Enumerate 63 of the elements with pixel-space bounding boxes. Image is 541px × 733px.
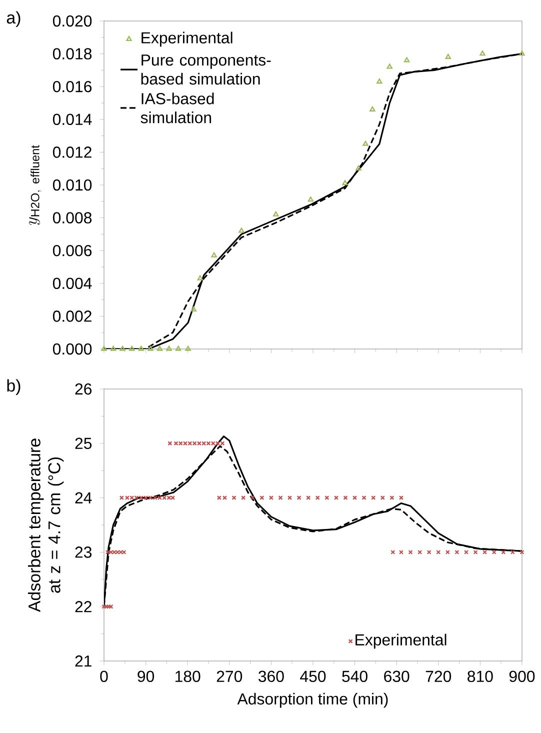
y-tick-label: 0.006 <box>52 244 92 256</box>
y-tick-label: 0.012 <box>52 146 92 158</box>
y-tick-label: 0.000 <box>52 343 92 355</box>
point <box>175 346 182 351</box>
point <box>238 228 244 233</box>
point <box>370 106 376 112</box>
point <box>148 346 154 351</box>
point <box>120 346 126 351</box>
x-tick-label: 630 <box>384 670 410 682</box>
point <box>308 196 314 202</box>
point <box>519 50 525 56</box>
point <box>185 346 191 351</box>
point <box>211 252 217 258</box>
x-tick-label: 810 <box>468 670 493 682</box>
point <box>342 180 348 186</box>
point <box>166 346 172 351</box>
x-tick-label: 90 <box>138 670 154 682</box>
y-tick-label: 0.018 <box>52 48 92 60</box>
point <box>129 346 135 351</box>
y-tick-label: 22 <box>75 601 92 612</box>
point <box>404 57 410 62</box>
y-tick-label: 0.020 <box>52 15 92 27</box>
legend-label: IAS-based simulation <box>140 92 214 124</box>
x-tick-label: 360 <box>258 670 284 682</box>
point <box>362 140 368 146</box>
y-tick-label: 0.002 <box>52 310 92 322</box>
point <box>272 211 279 216</box>
y-tick-label: 25 <box>75 438 92 450</box>
legend-label: Experimental <box>142 32 232 47</box>
x-tick-label: 180 <box>176 670 200 682</box>
y-tick-label: 26 <box>75 383 92 395</box>
y-tick-label: 23 <box>75 546 92 558</box>
y-tick-label: 24 <box>75 492 92 504</box>
text: a) <box>6 11 20 27</box>
y-tick-label: 0.016 <box>52 80 92 92</box>
x-axis-title: Adsorption time (min) <box>237 692 388 708</box>
y-tick-label: 0.014 <box>52 114 92 126</box>
text: b) <box>7 379 20 395</box>
legend-label: Experimental <box>356 634 446 649</box>
y-tick-label: 0.010 <box>52 179 92 191</box>
point <box>386 64 392 69</box>
y-axis-title: $y_{\mathrm{H2O,\ effluent}}$ <box>28 145 42 225</box>
y-tick-label: 0.008 <box>52 212 92 224</box>
point <box>190 306 196 312</box>
x-tick-label: 0 <box>100 670 108 682</box>
y-tick-label: 0.004 <box>52 278 92 290</box>
point <box>197 275 203 280</box>
point <box>445 54 451 59</box>
y-tick-label: 21 <box>75 655 92 667</box>
x-tick-label: 270 <box>216 670 242 682</box>
x-tick-label: 450 <box>300 670 326 682</box>
point <box>101 346 107 351</box>
y-axis-title: Adsorbent temperature at z = 4.7 cm (°C) <box>28 438 64 612</box>
point <box>156 346 163 351</box>
point <box>376 78 382 84</box>
legend-label: Pure components-based simulation <box>141 54 271 85</box>
x-tick-label: 720 <box>426 670 452 682</box>
x-tick-label: 540 <box>342 670 368 682</box>
point <box>110 346 116 351</box>
x-tick-label: 900 <box>509 670 535 682</box>
point <box>480 50 486 56</box>
point <box>138 346 144 351</box>
point <box>356 165 362 170</box>
